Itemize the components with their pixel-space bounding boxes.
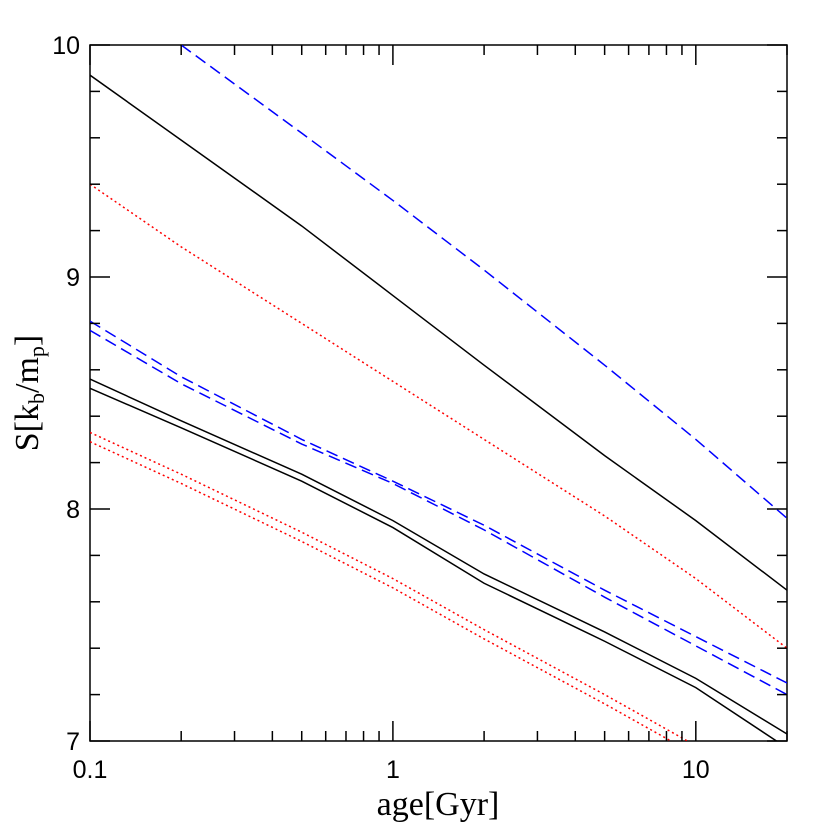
lines [90,45,787,741]
series-line [90,431,690,741]
series-line [90,74,787,591]
series-line [90,320,787,684]
series-line [90,329,787,696]
y-axis-label: S[kb/mp] [9,335,49,451]
plot-frame [89,44,788,742]
x-tick-label: 0.1 [73,756,108,784]
series-line [180,45,787,519]
x-tick-label: 1 [386,756,400,784]
y-tick-label: 9 [66,264,80,292]
series-line [90,387,778,741]
y-label-part: /m [9,357,46,393]
y-tick-label: 10 [52,32,80,60]
y-tick-label: 8 [66,496,80,524]
x-axis-label: age[Gyr] [377,786,500,823]
y-label-sub: b [24,393,49,404]
series-line [90,183,787,649]
series-line [90,378,787,735]
y-tick-label: 7 [66,728,80,756]
y-label-sub: p [24,346,49,357]
y-label-part: S[k [9,404,46,451]
y-label-part: ] [9,335,46,346]
x-tick-label: 10 [682,756,710,784]
